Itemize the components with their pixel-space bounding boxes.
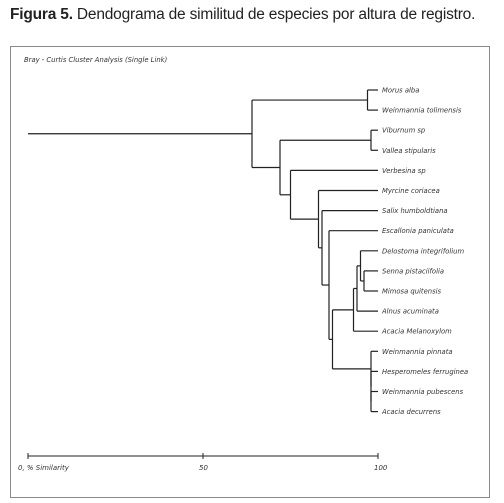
leaf-label: Mimosa quitensis: [382, 288, 441, 296]
leaf-label: Myrcine coriacea: [382, 187, 440, 195]
leaf-label: Acacia decurrens: [381, 408, 441, 416]
leaf-label: Delostoma integrifolium: [382, 247, 464, 255]
dendrogram-chart: Bray - Curtis Cluster Analysis (Single L…: [18, 56, 468, 472]
axis-tick-label: 100: [374, 464, 388, 472]
leaf-label: Salix humboldtiana: [382, 207, 448, 215]
leaf-label: Senna pistaciifolia: [382, 267, 444, 275]
leaf-label: Escallonia paniculata: [382, 227, 454, 235]
leaf-label: Morus alba: [382, 87, 419, 95]
figure-caption-text: Dendograma de similitud de especies por …: [72, 6, 476, 23]
leaf-label: Weinmannia tolimensis: [382, 107, 462, 115]
leaf-label: Hesperomeles ferruginea: [382, 368, 468, 376]
leaf-label: Viburnum sp: [382, 127, 425, 135]
axis-tick-label: 0, % Similarity: [18, 464, 70, 472]
leaf-label: Alnus acuminata: [381, 308, 439, 316]
dendrogram-branches: [28, 89, 378, 413]
leaf-label: Vallea stipularis: [382, 147, 436, 155]
figure-caption-number: Figura 5.: [10, 6, 73, 23]
leaf-label: Acacia Melanoxylom: [381, 328, 452, 336]
chart-title: Bray - Curtis Cluster Analysis (Single L…: [24, 56, 167, 64]
leaf-label: Weinmannia pubescens: [382, 388, 464, 396]
similarity-axis: 0, % Similarity 50 100: [18, 453, 388, 472]
figure-caption: Figura 5. Dendograma de similitud de esp…: [10, 6, 500, 24]
leaf-labels: Morus alba Weinmannia tolimensis Viburnum …: [381, 87, 468, 417]
leaf-label: Verbesina sp: [382, 167, 426, 175]
chart-frame: Bray - Curtis Cluster Analysis (Single L…: [10, 46, 490, 498]
leaf-label: Weinmannia pinnata: [382, 348, 453, 356]
axis-tick-label: 50: [199, 464, 208, 472]
